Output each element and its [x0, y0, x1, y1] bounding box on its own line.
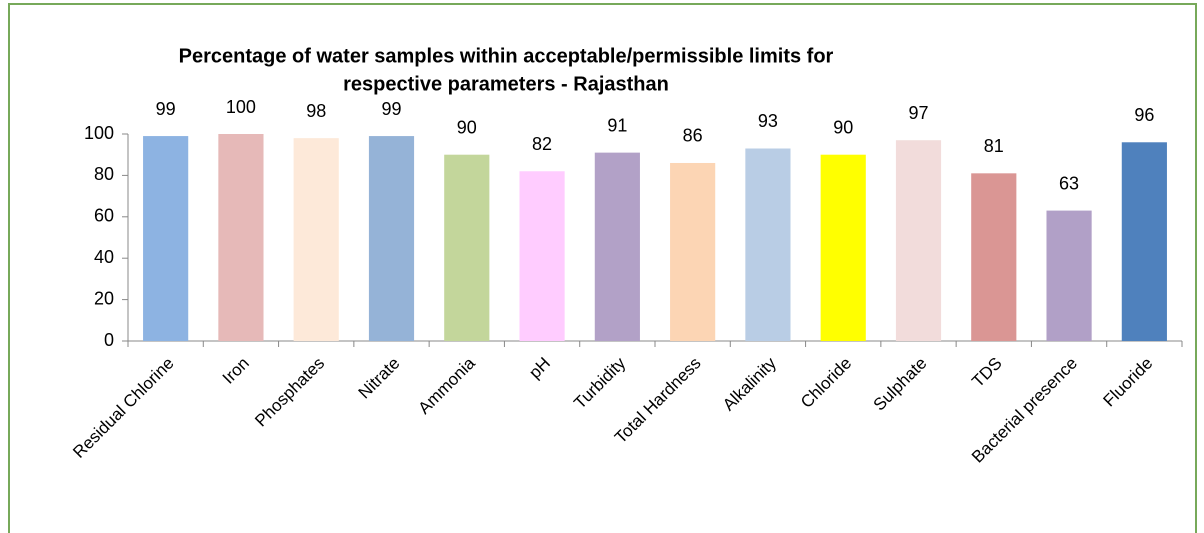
y-tick-label: 80 [94, 164, 114, 184]
bar [293, 138, 339, 341]
x-tick-label: Sulphate [870, 354, 931, 415]
chart-title: respective parameters - Rajasthan [343, 73, 669, 95]
data-label: 99 [156, 99, 176, 119]
x-tick-label: Turbidity [570, 353, 629, 412]
y-tick-label: 0 [104, 330, 114, 350]
y-tick-label: 20 [94, 288, 114, 308]
bar [971, 173, 1017, 341]
data-label: 81 [984, 136, 1004, 156]
x-tick-label: pH [525, 354, 554, 383]
bar [1046, 210, 1092, 341]
data-label: 93 [758, 111, 778, 131]
bar [745, 148, 791, 341]
data-label: 96 [1134, 105, 1154, 125]
bar [143, 136, 189, 341]
bar [594, 152, 640, 341]
data-label: 91 [607, 115, 627, 135]
x-tick-label: Fluoride [1099, 354, 1156, 411]
data-label: 99 [381, 99, 401, 119]
x-tick-label: Phosphates [251, 354, 328, 431]
data-label: 98 [306, 101, 326, 121]
x-tick-label: Alkalinity [719, 353, 780, 414]
bar [895, 140, 942, 341]
x-tick-label: Nitrate [355, 354, 404, 403]
data-label: 63 [1059, 173, 1079, 193]
data-label: 100 [226, 97, 256, 117]
x-tick-label: Ammonia [415, 353, 480, 418]
data-label: 90 [833, 117, 853, 137]
data-label: 97 [908, 103, 928, 123]
x-tick-label: Iron [219, 354, 253, 388]
y-tick-label: 100 [84, 123, 114, 143]
bar [444, 154, 490, 341]
bar [519, 171, 565, 341]
bar [820, 154, 866, 341]
data-label: 82 [532, 134, 552, 154]
x-tick-label: TDS [968, 354, 1005, 391]
data-label: 90 [457, 117, 477, 137]
bar [1121, 142, 1167, 341]
x-tick-label: Chloride [797, 354, 855, 412]
y-tick-label: 60 [94, 206, 114, 226]
data-label: 86 [683, 126, 703, 146]
chart-title: Percentage of water samples within accep… [179, 45, 834, 67]
y-tick-label: 40 [94, 247, 114, 267]
x-tick-label: Residual Chlorine [69, 354, 177, 462]
bar [368, 136, 415, 341]
bar [218, 134, 264, 341]
frame [8, 3, 1197, 533]
bar [670, 162, 716, 341]
